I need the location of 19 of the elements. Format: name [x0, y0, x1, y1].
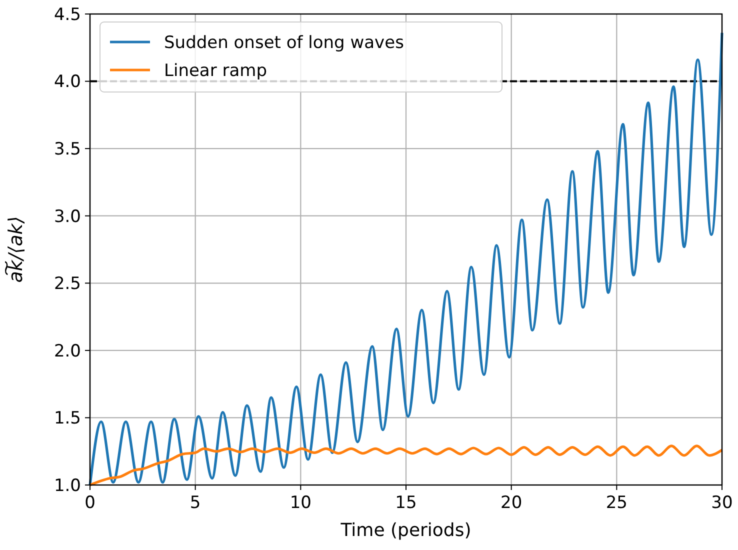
- legend-label: Sudden onset of long waves: [164, 32, 404, 53]
- y-tick-label: 1.0: [54, 476, 81, 496]
- legend-label: Linear ramp: [164, 60, 267, 81]
- y-tick-label: 3.5: [54, 140, 81, 160]
- y-tick-label: 1.5: [54, 408, 81, 429]
- x-tick-label: 20: [500, 493, 522, 513]
- y-axis-title: a͠k/⟨ak⟩: [5, 216, 27, 283]
- x-tick-label: 0: [84, 493, 96, 513]
- y-tick-label: 2.5: [54, 274, 81, 294]
- y-tick-label: 4.0: [54, 72, 81, 92]
- y-tick-label: 3.0: [54, 206, 81, 227]
- x-axis-title: Time (periods): [340, 520, 472, 541]
- y-tick-label: 2.0: [54, 341, 81, 362]
- x-tick-label: 30: [711, 493, 733, 513]
- x-tick-label: 10: [290, 493, 312, 513]
- x-tick-label: 5: [190, 493, 201, 513]
- x-tick-label: 25: [606, 493, 628, 513]
- y-tick-label: 4.5: [54, 4, 81, 25]
- x-tick-label: 15: [395, 493, 417, 513]
